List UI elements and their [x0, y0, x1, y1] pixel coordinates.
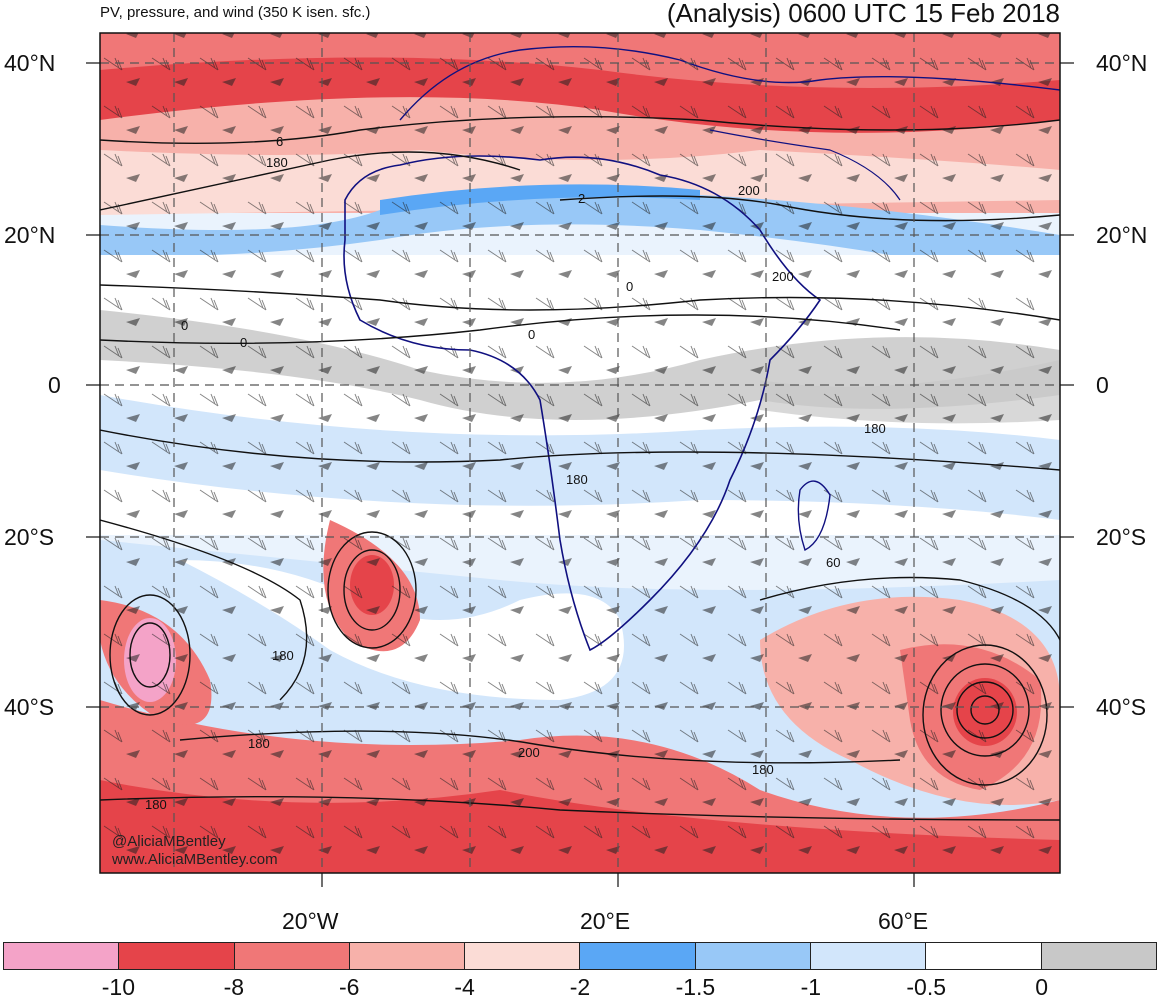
lat-label-40s: 40°S	[4, 694, 55, 720]
contour-label: 0	[626, 279, 633, 294]
lon-label-20w: 20°W	[282, 908, 339, 934]
contour-label: 180	[752, 762, 774, 777]
colorbar-swatch	[4, 943, 120, 969]
map-fill: 6 180 2 200 0 0 0 0 180 180 200 180 60 1…	[100, 33, 1060, 873]
contour-label: 180	[248, 736, 270, 751]
credit-website: www.AliciaMBentley.com	[112, 851, 278, 868]
colorbar-swatch	[465, 943, 581, 969]
contour-label: 200	[772, 269, 794, 284]
lon-label-60e: 60°E	[878, 908, 929, 934]
lat-label-20n: 20°N	[4, 222, 56, 248]
colorbar-swatch	[580, 943, 696, 969]
contour-label: 6	[276, 134, 283, 149]
contour-label: 2	[578, 191, 585, 206]
ticks	[86, 62, 1074, 887]
colorbar-label: -1.5	[675, 974, 716, 1000]
colorbar-label: -0.5	[906, 974, 947, 1000]
contour-label: 200	[738, 183, 760, 198]
contour-label: 200	[518, 745, 540, 760]
africa-coastline	[343, 155, 822, 652]
map-frame	[99, 32, 1061, 874]
colorbar-labels: -10 -8 -6 -4 -2 -1.5 -1 -0.5 0	[0, 974, 1160, 1000]
chart-title-right: (Analysis) 0600 UTC 15 Feb 2018	[666, 0, 1060, 28]
colorbar-label: -8	[223, 974, 245, 1000]
contour-labels: 6 180 2 200 0 0 0 0 180 180 200 180 60 1…	[145, 134, 886, 812]
lat-label-40n-right: 40°N	[1096, 50, 1148, 76]
colorbar-label: -2	[569, 974, 591, 1000]
colorbar-swatch	[811, 943, 927, 969]
colorbar-swatch	[926, 943, 1042, 969]
graticule	[100, 33, 1060, 873]
contour-label: 180	[566, 472, 588, 487]
colorbar-swatch	[695, 943, 812, 969]
lat-label-40s-right: 40°S	[1096, 694, 1147, 720]
contour-label: 180	[266, 155, 288, 170]
lat-label-equator-right: 0	[1096, 372, 1109, 398]
colorbar-swatch	[119, 943, 235, 969]
colorbar	[3, 942, 1157, 970]
credit-handle: @AliciaMBentley	[112, 833, 226, 850]
colorbar-label: -6	[338, 974, 360, 1000]
lat-label-equator: 0	[48, 372, 61, 398]
colorbar-label: 0	[1035, 974, 1048, 1000]
contour-label: 180	[145, 797, 167, 812]
lat-label-20n-right: 20°N	[1096, 222, 1148, 248]
colorbar-label: -4	[454, 974, 475, 1000]
madagascar-outline	[797, 480, 831, 551]
europe-coastline	[399, 45, 1060, 121]
lat-label-40n: 40°N	[4, 50, 56, 76]
chart-title-left: PV, pressure, and wind (350 K isen. sfc.…	[100, 4, 371, 21]
lat-label-20s: 20°S	[4, 524, 55, 550]
contour-label: 180	[272, 648, 294, 663]
contour-label: 0	[181, 318, 188, 333]
colorbar-label: -1	[800, 974, 822, 1000]
colorbar-swatch	[1041, 943, 1156, 969]
pressure-contours	[100, 115, 1060, 821]
colorbar-label: -10	[101, 974, 136, 1000]
contour-label: 180	[864, 421, 886, 436]
contour-label: 0	[528, 327, 535, 342]
contour-label: 0	[240, 335, 247, 350]
lon-label-20e: 20°E	[580, 908, 631, 934]
colorbar-swatch	[234, 943, 350, 969]
lat-label-20s-right: 20°S	[1096, 524, 1147, 550]
contour-label: 60	[826, 555, 840, 570]
colorbar-swatch	[349, 943, 466, 969]
